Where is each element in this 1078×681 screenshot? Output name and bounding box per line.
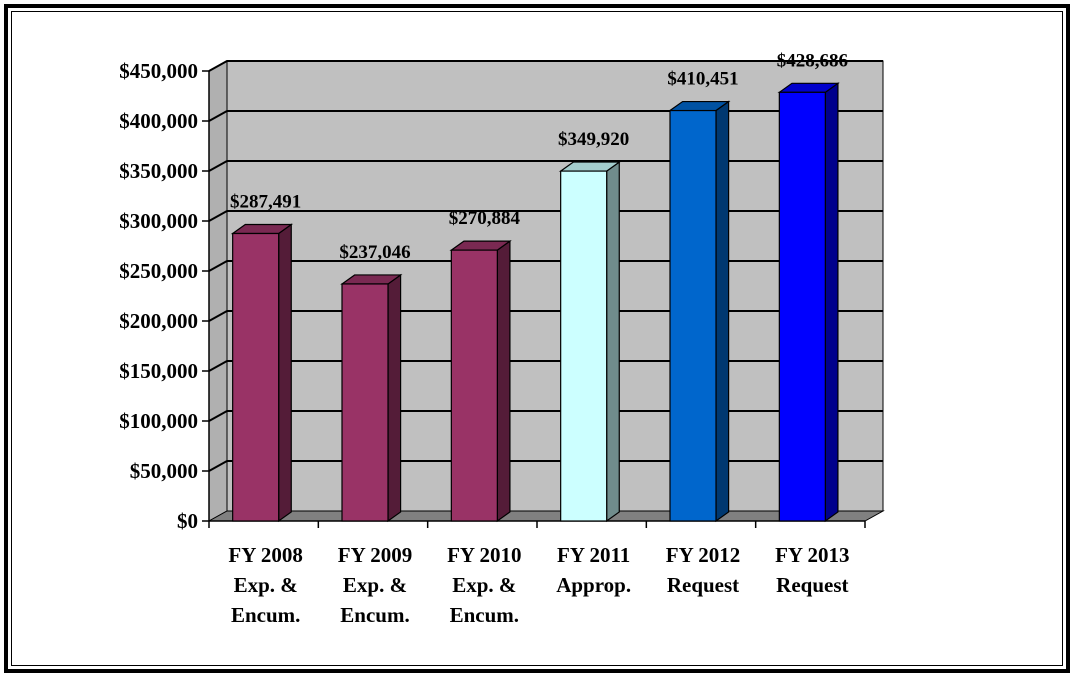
bars — [230, 82, 840, 523]
category-label: Request — [667, 573, 739, 597]
data-label: $270,884 — [449, 208, 521, 229]
category-label: Exp. & — [234, 573, 298, 597]
bar-side-face — [278, 223, 292, 523]
category-label: FY 2008 — [228, 543, 302, 567]
gridline — [208, 410, 883, 422]
gridline — [208, 160, 883, 172]
y-tick-labels: $0 $50,000 $100,000 $150,000 $200,000 $250,00… — [119, 59, 198, 533]
gridline — [208, 260, 883, 272]
y-tick-label: $450,000 — [119, 59, 198, 83]
y-tick-label: $100,000 — [119, 409, 198, 433]
gridlines — [208, 60, 883, 472]
bar-side-face — [715, 100, 730, 523]
data-label: $428,686 — [777, 50, 848, 71]
y-tick-label: $250,000 — [119, 259, 198, 283]
category-label: Approp. — [556, 573, 631, 597]
bar-front-face — [450, 249, 498, 522]
category-label: FY 2010 — [447, 543, 521, 567]
category-labels: FY 2008 Exp. & Encum. FY 2009 Exp. & Encum. FY… — [228, 543, 849, 627]
category-label: Exp. & — [343, 573, 407, 597]
y-tick-label: $200,000 — [119, 309, 198, 333]
chart-inner-frame — [11, 11, 1063, 666]
category-label: Request — [776, 573, 848, 597]
plot-back-wall — [226, 60, 884, 512]
category-label: Encum. — [231, 603, 300, 627]
bar-side-face — [496, 239, 511, 523]
category-label: FY 2013 — [775, 543, 849, 567]
bar-front-face — [560, 170, 608, 522]
chart-outer-frame — [4, 4, 1070, 673]
data-label: $237,046 — [339, 242, 410, 263]
y-tick-label: $0 — [177, 509, 198, 533]
data-labels: $287,491 $237,046 $270,884 $349,920 $410,451… — [230, 50, 848, 263]
bar-front-face — [341, 283, 389, 522]
category-label: Encum. — [340, 603, 409, 627]
data-label: $287,491 — [230, 192, 301, 213]
plot-side-wall — [208, 60, 228, 522]
bar-side-face — [606, 160, 620, 523]
bar-front-face — [778, 91, 826, 522]
gridline — [208, 460, 883, 472]
bar-side-face — [824, 82, 839, 523]
bar-front-face — [669, 109, 717, 522]
y-tick-label: $150,000 — [119, 359, 198, 383]
category-label: Encum. — [450, 603, 519, 627]
data-label: $410,451 — [667, 69, 738, 90]
bar — [340, 273, 403, 523]
bar — [777, 82, 840, 523]
bar — [230, 223, 294, 523]
category-label: FY 2009 — [338, 543, 412, 567]
category-label: FY 2012 — [666, 543, 740, 567]
bar — [558, 160, 622, 523]
y-tick-label: $50,000 — [130, 459, 198, 483]
y-tick-label: $350,000 — [119, 159, 198, 183]
category-label: FY 2011 — [557, 543, 630, 567]
y-tick-label: $300,000 — [119, 209, 198, 233]
bar-front-face — [232, 232, 280, 522]
bar — [449, 239, 512, 523]
category-label: Exp. & — [452, 573, 516, 597]
gridline — [208, 310, 883, 322]
bar-side-face — [387, 273, 402, 523]
gridline — [208, 360, 883, 372]
gridline — [208, 60, 883, 72]
bar — [668, 100, 731, 523]
data-label: $349,920 — [558, 129, 629, 150]
axes — [202, 70, 866, 528]
gridline — [208, 110, 883, 122]
gridline — [208, 210, 883, 222]
y-tick-label: $400,000 — [119, 109, 198, 133]
